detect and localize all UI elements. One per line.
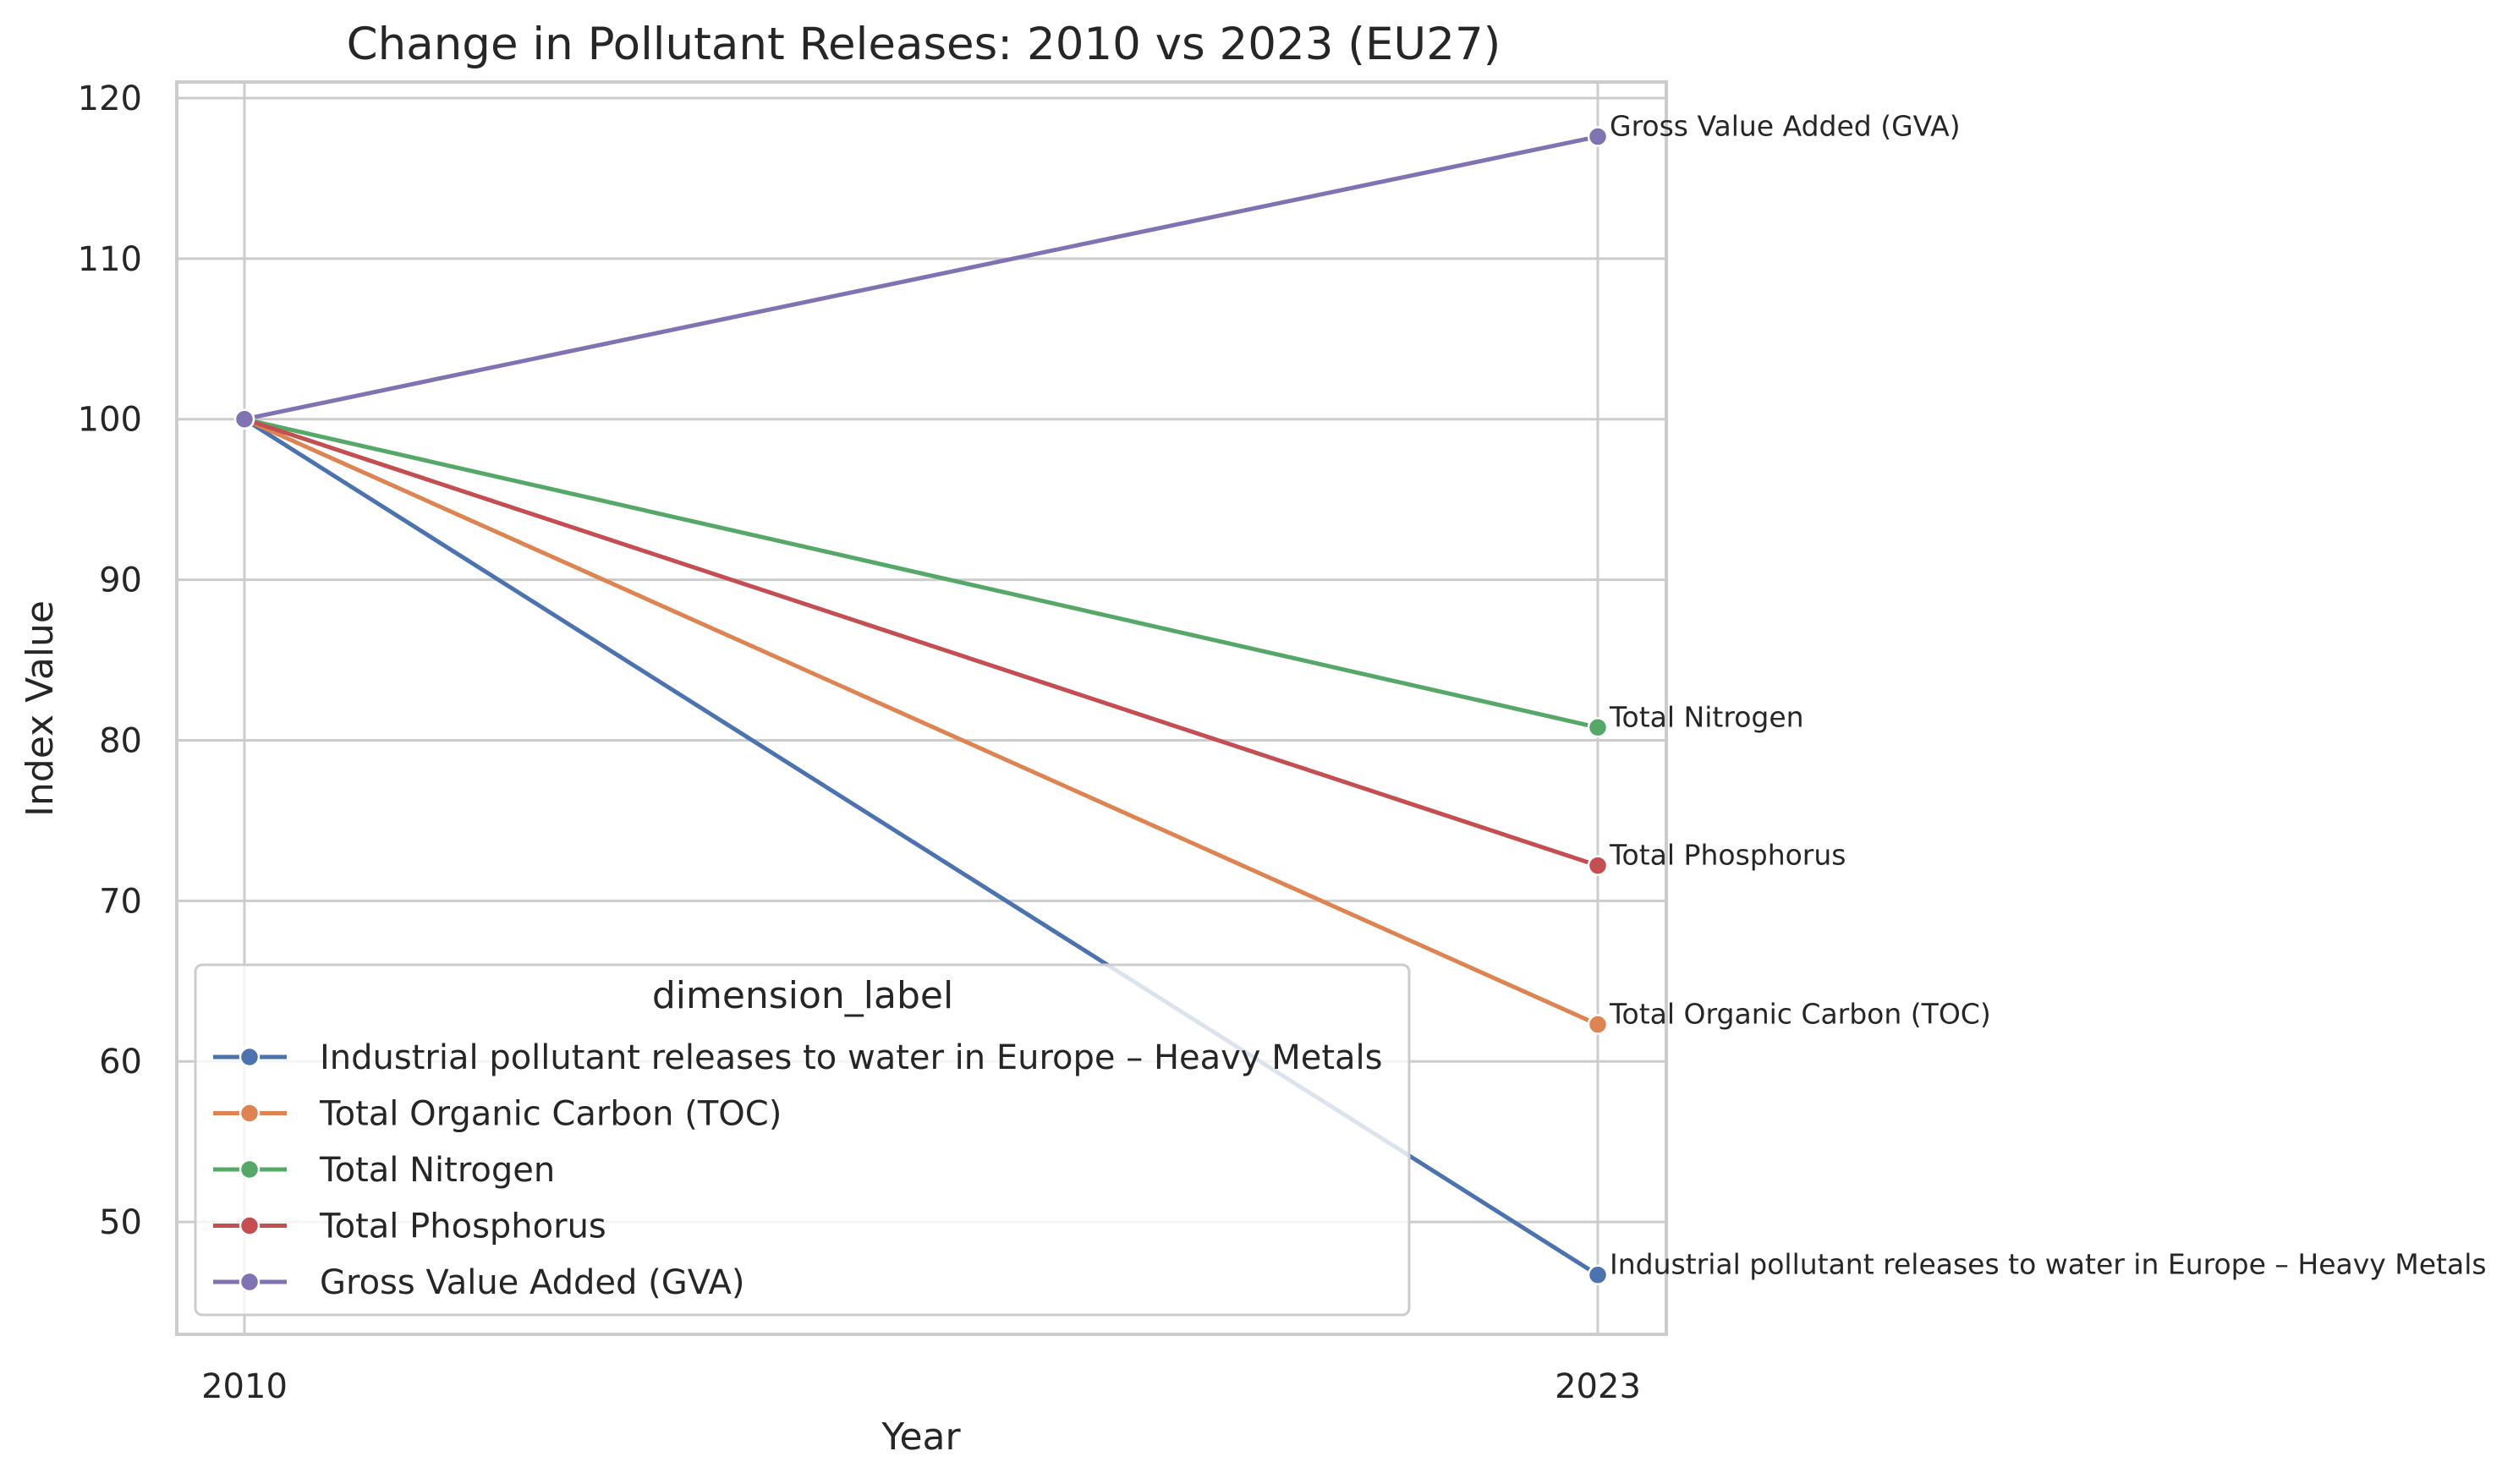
chart-title: Change in Pollutant Releases: 2010 vs 20…: [347, 19, 1501, 70]
series-4: [242, 134, 1600, 422]
y-tick-label: 50: [99, 1203, 142, 1242]
legend-item: Total Phosphorus: [213, 1207, 606, 1246]
legend-marker: [239, 1271, 261, 1293]
x-axis-label: Year: [881, 1416, 961, 1459]
legend-item: Gross Value Added (GVA): [213, 1263, 745, 1302]
y-axis-ticks: 50 60 70 80 90 100 110 120: [78, 79, 142, 1242]
series-line: [242, 417, 1600, 1027]
legend-label: Industrial pollutant releases to water i…: [320, 1038, 1382, 1077]
series-2: [242, 417, 1600, 730]
data-point: [1587, 855, 1609, 876]
series-1: [242, 417, 1600, 1027]
y-axis-label: Index Value: [19, 600, 62, 817]
end-label: Total Nitrogen: [1609, 700, 1804, 733]
legend-marker: [239, 1215, 261, 1236]
end-label: Industrial pollutant releases to water i…: [1610, 1248, 2487, 1281]
y-tick-label: 120: [78, 79, 142, 118]
series-line: [242, 417, 1600, 868]
plot-frame: [175, 80, 1668, 1336]
y-tick-label: 110: [78, 240, 142, 279]
data-point: [233, 408, 255, 430]
data-point: [1587, 1014, 1609, 1035]
y-tick-label: 80: [99, 721, 142, 760]
y-tick-label: 90: [99, 561, 142, 600]
end-label: Total Organic Carbon (TOC): [1609, 998, 1991, 1031]
legend-label: Total Nitrogen: [319, 1151, 555, 1190]
legend-label: Gross Value Added (GVA): [320, 1263, 745, 1302]
data-point: [1587, 126, 1609, 147]
data-point: [1587, 1264, 1609, 1285]
x-tick-label: 2023: [1555, 1367, 1641, 1406]
end-label: Gross Value Added (GVA): [1610, 110, 1961, 143]
series-lines: [233, 126, 1609, 1285]
legend-item: Industrial pollutant releases to water i…: [213, 1038, 1382, 1077]
legend-item: Total Nitrogen: [213, 1151, 555, 1190]
legend-marker: [239, 1103, 261, 1124]
data-point: [1587, 717, 1609, 738]
x-axis-ticks: 2010 2023: [201, 1367, 1641, 1406]
legend-label: Total Organic Carbon (TOC): [319, 1095, 782, 1134]
series-line: [242, 417, 1600, 730]
legend-title: dimension_label: [652, 974, 953, 1017]
x-tick-label: 2010: [201, 1367, 288, 1406]
end-label: Total Phosphorus: [1609, 839, 1846, 872]
legend-item: Total Organic Carbon (TOC): [213, 1095, 782, 1134]
legend-label: Total Phosphorus: [319, 1207, 606, 1246]
y-tick-label: 70: [99, 882, 142, 921]
legend-marker: [239, 1046, 261, 1068]
series-3: [242, 417, 1600, 868]
legend-marker: [239, 1158, 261, 1180]
legend: dimension_label Industrial pollutant rel…: [194, 963, 1411, 1317]
end-labels: Gross Value Added (GVA) Total Nitrogen Tot…: [1609, 110, 2487, 1281]
series-line: [242, 134, 1600, 422]
y-tick-label: 100: [78, 401, 142, 440]
y-tick-label: 60: [99, 1043, 142, 1082]
legend-box: [194, 963, 1411, 1317]
